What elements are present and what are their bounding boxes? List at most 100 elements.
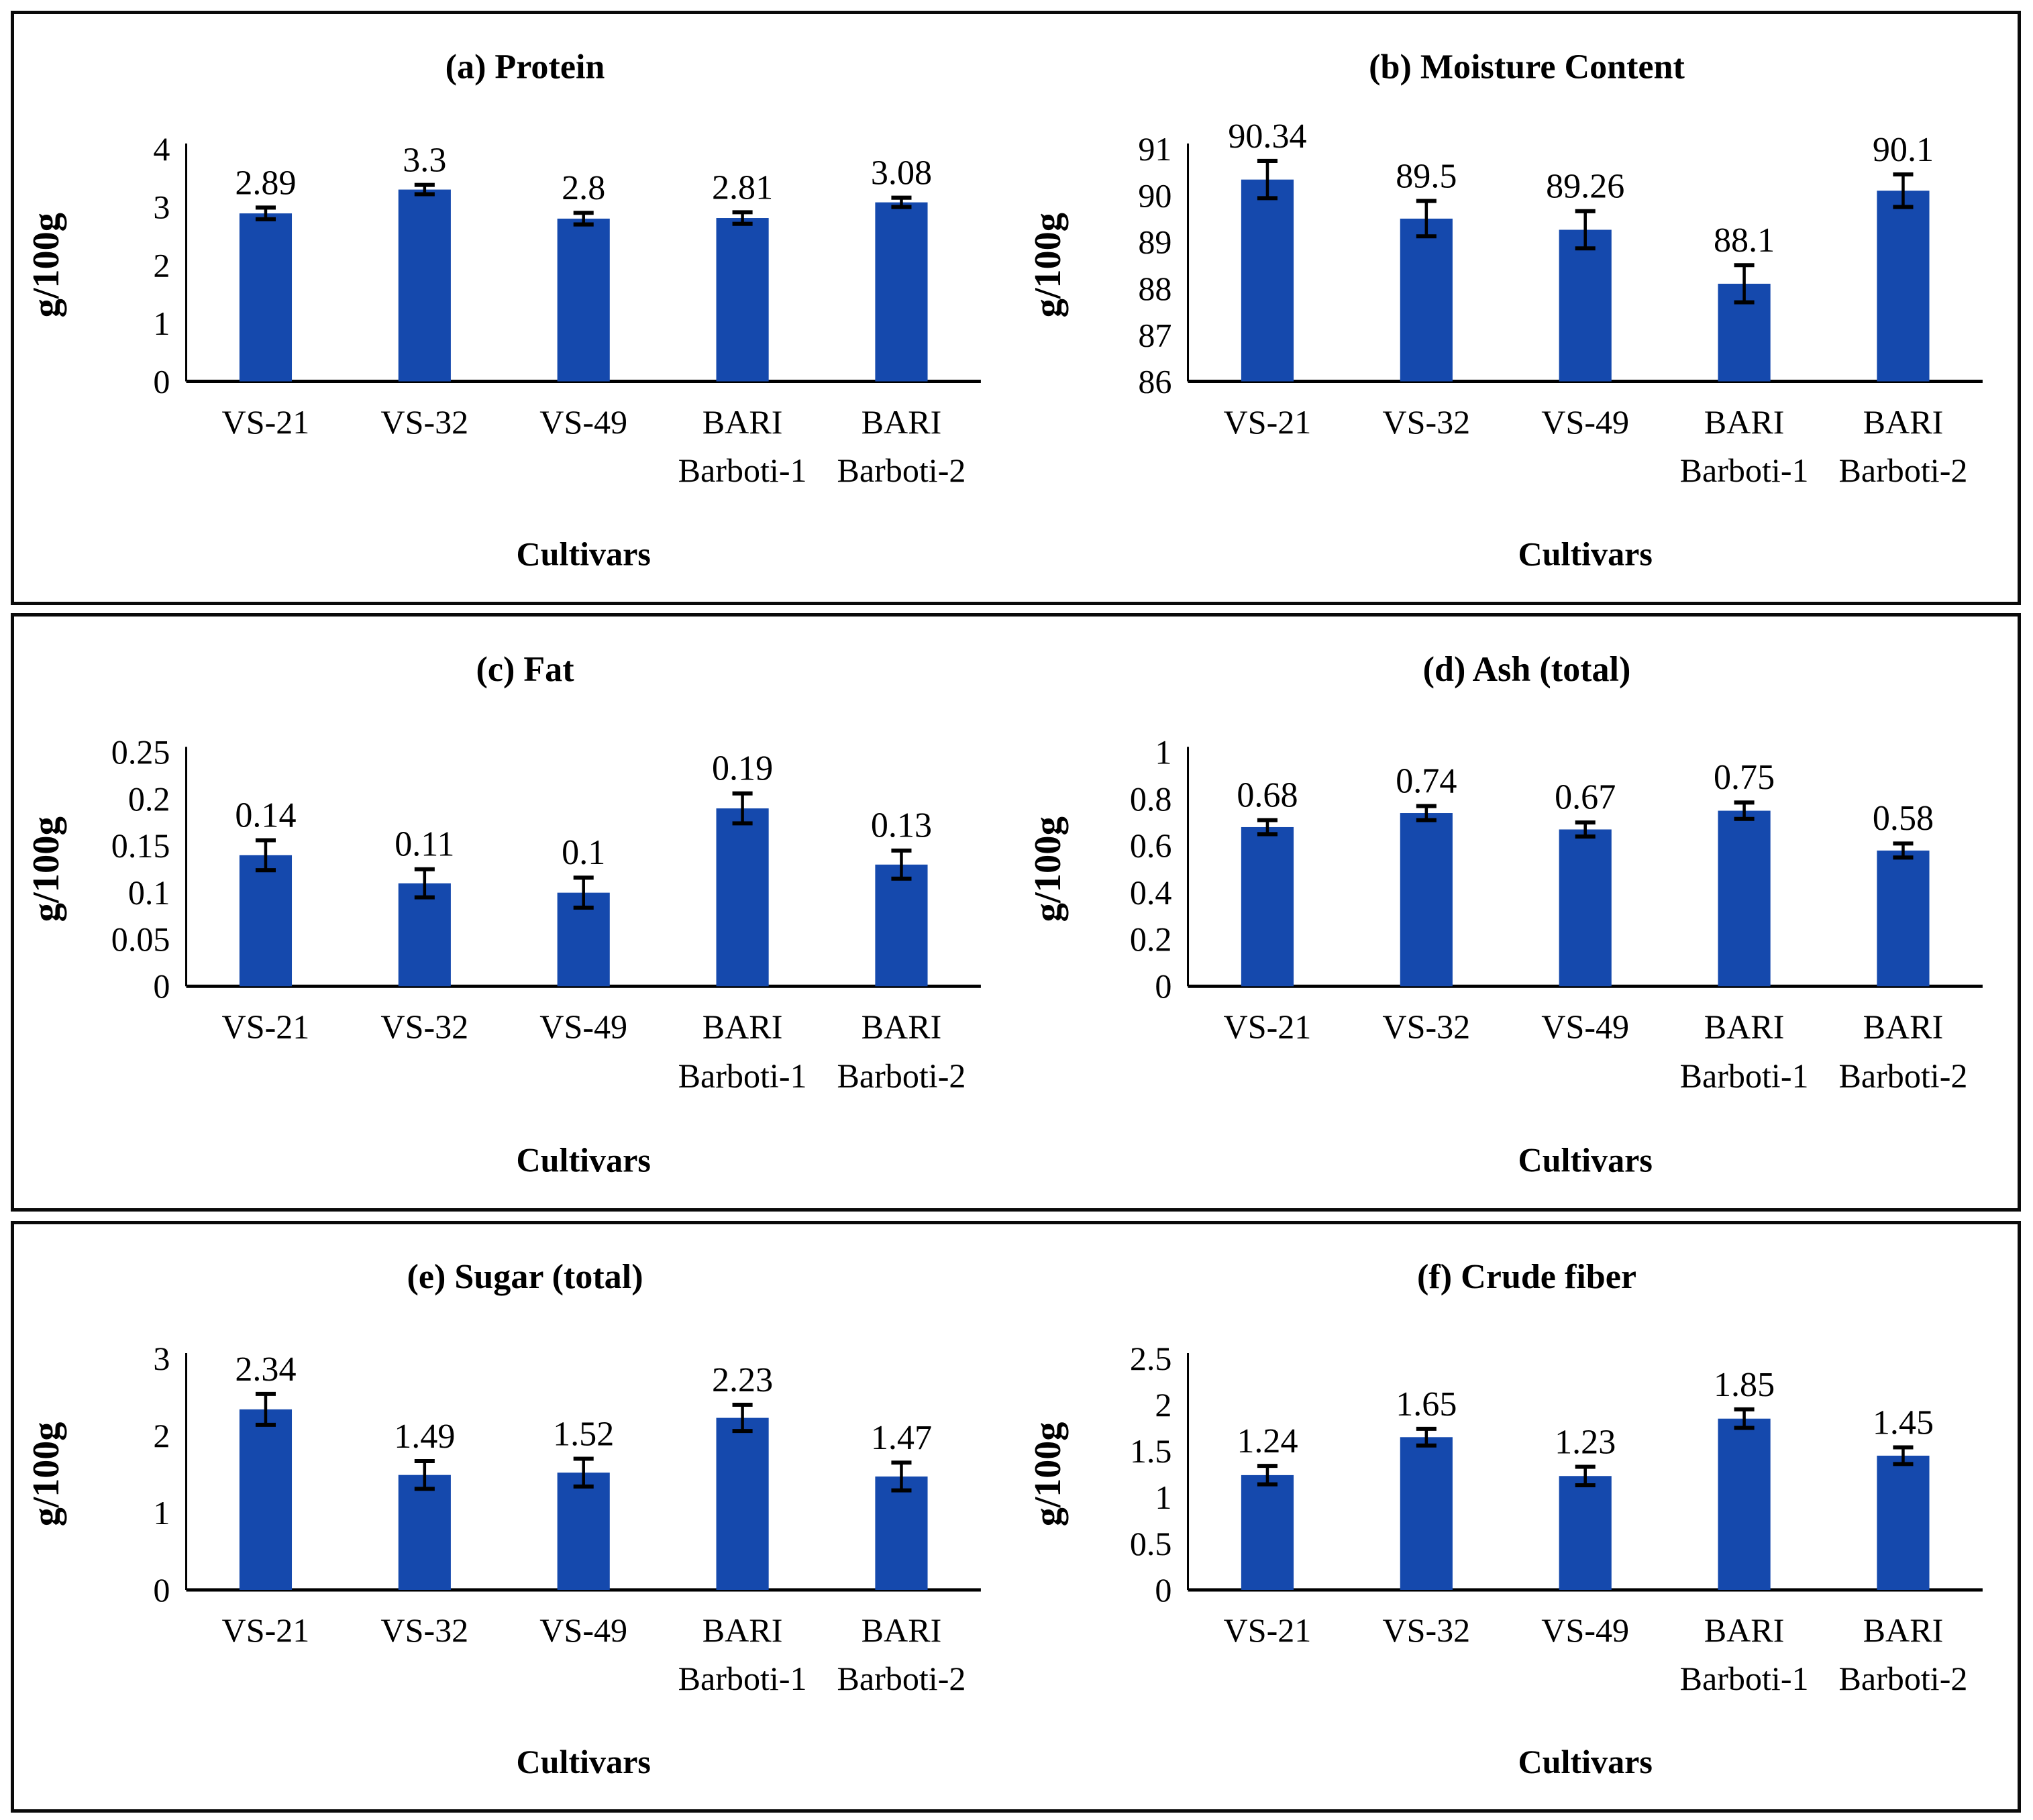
x-axis-label: Cultivars: [1518, 1743, 1653, 1780]
chart-title: (e) Sugar (total): [407, 1258, 643, 1296]
category-label-line2: Barboti-2: [1838, 451, 1967, 489]
value-label: 0.1: [562, 833, 605, 872]
value-label: 90.34: [1228, 117, 1306, 156]
value-label: 90.1: [1873, 131, 1934, 169]
value-label: 2.23: [712, 1361, 773, 1399]
bar-VS-21: [239, 213, 293, 382]
category-label-line1: BARI: [1704, 1008, 1785, 1046]
category-label-line1: VS-21: [222, 1611, 310, 1649]
panel-a-protein: (a) Protein g/100g 0 1 2 3 4 2.89 VS-21 3.3 VS-32 2…: [14, 14, 1016, 602]
x-axis-label: Cultivars: [1518, 535, 1653, 573]
y-tick-label: 4: [153, 130, 170, 168]
category-label-line1: BARI: [1704, 403, 1785, 441]
y-tick-label: 2: [153, 246, 170, 284]
bar-BARI Barboti-2: [875, 202, 928, 382]
y-axis-label: g/100g: [1027, 816, 1069, 922]
bar-BARI Barboti-2: [1877, 191, 1930, 382]
value-label: 0.11: [395, 824, 454, 863]
bar-VS-21: [239, 855, 293, 987]
category-label-line1: VS-21: [222, 1008, 310, 1046]
category-label-line1: VS-32: [380, 1008, 468, 1046]
value-label: 1.45: [1873, 1404, 1934, 1442]
value-label: 3.3: [403, 141, 446, 179]
sugar-total-chart: (e) Sugar (total) g/100g 0 1 2 3 2.34 VS-21 1.49…: [25, 1258, 981, 1780]
panel-b-moisture-content: (b) Moisture Content g/100g 86 87 88 89 90 91 90…: [1016, 14, 2018, 602]
category-label-line1: VS-49: [539, 1611, 627, 1649]
category-label-line1: BARI: [702, 403, 783, 441]
y-axis-label: g/100g: [1027, 213, 1069, 317]
category-label-line2: Barboti-2: [1838, 1660, 1967, 1697]
value-label: 1.47: [871, 1419, 932, 1457]
bar-VS-21: [1241, 826, 1294, 987]
y-tick-label: 1: [153, 1494, 170, 1532]
value-label: 0.75: [1714, 758, 1775, 797]
bar-VS-49: [557, 218, 610, 382]
y-tick-label: 0.6: [1130, 827, 1172, 865]
value-label: 0.13: [871, 806, 932, 845]
category-label-line1: VS-49: [1541, 1008, 1629, 1046]
category-label-line2: Barboti-1: [678, 451, 807, 489]
y-tick-label: 86: [1138, 363, 1171, 400]
panel-row-1: (a) Protein g/100g 0 1 2 3 4 2.89 VS-21 3.3 VS-32 2…: [11, 11, 2021, 605]
bar-VS-49: [1559, 229, 1612, 382]
y-tick-label: 0.5: [1130, 1525, 1172, 1562]
category-label-line1: BARI: [1863, 403, 1944, 441]
category-label-line1: VS-32: [1382, 1611, 1470, 1649]
category-label-line1: VS-49: [1541, 403, 1629, 441]
y-tick-label: 0: [153, 967, 170, 1005]
panel-f-crude-fiber: (f) Crude fiber g/100g 0 0.5 1 1.5 2 2.5 1.24 VS-…: [1016, 1224, 2018, 1809]
y-tick-label: 0.8: [1130, 780, 1172, 818]
bar-VS-49: [557, 1473, 610, 1590]
panel-d-ash-total: (d) Ash (total) g/100g 0 0.2 0.4 0.6 0.8 1 0.68 V…: [1016, 617, 2018, 1208]
chart-title: (a) Protein: [446, 48, 605, 86]
bar-VS-21: [1241, 179, 1294, 382]
bar-VS-32: [398, 883, 451, 987]
category-label-line2: Barboti-2: [1838, 1057, 1967, 1095]
y-tick-label: 1: [153, 305, 170, 342]
category-label-line1: BARI: [862, 403, 942, 441]
panel-row-2: (c) Fat g/100g 0 0.05 0.1 0.15 0.2 0.25 0.14 VS-2…: [11, 613, 2021, 1212]
value-label: 0.67: [1555, 778, 1616, 817]
category-label-line1: BARI: [1863, 1008, 1944, 1046]
bar-BARI Barboti-2: [875, 864, 928, 987]
y-tick-label: 0: [1155, 1571, 1171, 1609]
y-tick-label: 90: [1138, 176, 1171, 214]
x-axis-label: Cultivars: [517, 1743, 651, 1780]
bar-VS-21: [239, 1409, 293, 1590]
category-label-line2: Barboti-1: [1680, 1057, 1809, 1095]
fat-chart: (c) Fat g/100g 0 0.05 0.1 0.15 0.2 0.25 0.14 VS-2…: [25, 650, 981, 1179]
value-label: 1.24: [1237, 1422, 1298, 1460]
category-label-line1: VS-32: [380, 1611, 468, 1649]
panel-c-fat: (c) Fat g/100g 0 0.05 0.1 0.15 0.2 0.25 0.14 VS-2…: [14, 617, 1016, 1208]
chart-title: (c) Fat: [476, 650, 574, 689]
bar-VS-21: [1241, 1475, 1294, 1590]
y-tick-label: 1: [1155, 733, 1171, 771]
value-label: 0.58: [1873, 799, 1934, 838]
y-tick-label: 3: [153, 1340, 170, 1377]
value-label: 0.19: [712, 749, 773, 788]
category-label-line1: VS-21: [222, 403, 310, 441]
value-label: 0.74: [1396, 761, 1457, 800]
y-tick-label: 0: [1155, 967, 1171, 1005]
value-label: 2.34: [235, 1350, 296, 1389]
crude-fiber-chart: (f) Crude fiber g/100g 0 0.5 1 1.5 2 2.5 1.24 VS-…: [1027, 1258, 1983, 1780]
value-label: 1.52: [553, 1415, 614, 1454]
value-label: 1.23: [1555, 1424, 1616, 1462]
value-label: 88.1: [1714, 221, 1775, 260]
value-label: 2.89: [235, 164, 296, 202]
y-tick-label: 0: [153, 1571, 170, 1609]
value-label: 1.85: [1714, 1366, 1775, 1404]
category-label-line1: BARI: [1863, 1611, 1944, 1649]
y-tick-label: 87: [1138, 316, 1171, 354]
category-label-line1: BARI: [862, 1008, 942, 1046]
category-label-line2: Barboti-2: [837, 1057, 966, 1095]
y-axis-label: g/100g: [25, 816, 67, 922]
value-label: 1.49: [394, 1417, 455, 1456]
category-label-line1: VS-32: [1382, 1008, 1470, 1046]
bar-VS-32: [398, 189, 451, 382]
y-axis-label: g/100g: [25, 1422, 67, 1527]
value-label: 2.81: [712, 168, 773, 207]
y-tick-label: 3: [153, 189, 170, 226]
y-tick-label: 89: [1138, 223, 1171, 261]
